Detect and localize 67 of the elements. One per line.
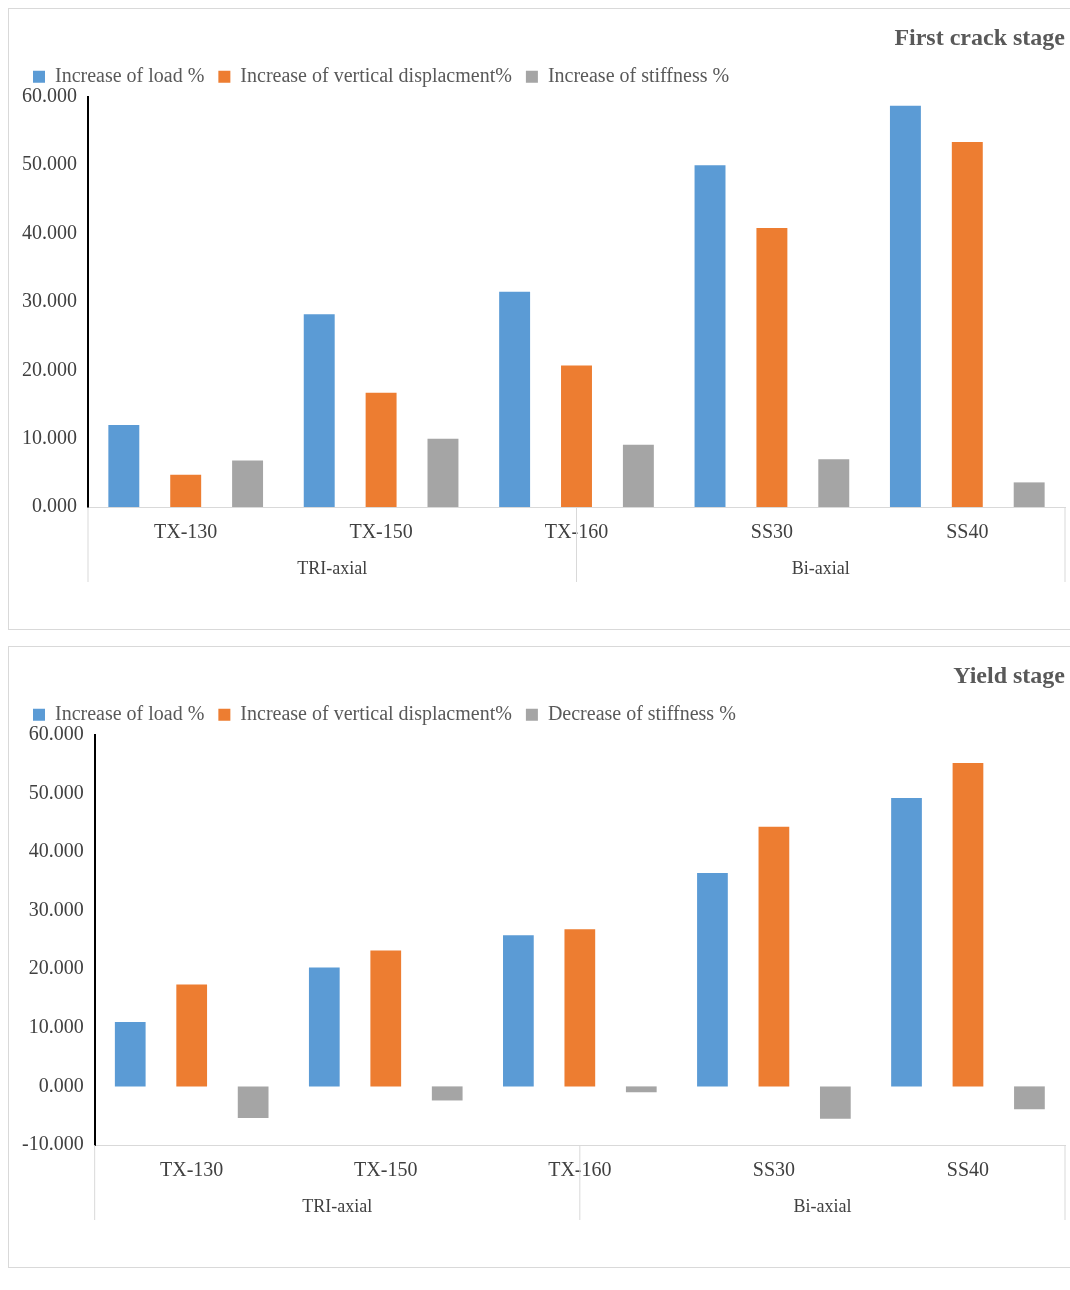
y-tick-label: 60.000 <box>28 722 84 745</box>
bar <box>365 392 397 507</box>
y-tick-label: 30.000 <box>22 289 77 312</box>
bar <box>818 459 850 507</box>
x-tick-label: TX-160 <box>544 520 609 543</box>
bar <box>308 967 340 1087</box>
y-tick-label: 20.000 <box>28 956 84 979</box>
x-tick-label: TX-130 <box>154 520 218 543</box>
bar <box>499 291 531 507</box>
bar <box>694 165 726 507</box>
bar <box>176 984 208 1087</box>
text: Bi-axial <box>791 557 850 578</box>
y-tick-label: 0.000 <box>38 1073 84 1096</box>
x-tick-label: TX-150 <box>349 520 413 543</box>
legend-label: Increase of stiffness % <box>547 64 730 87</box>
y-tick-label: 0.000 <box>32 494 77 517</box>
bar <box>431 1086 463 1101</box>
y-tick-label: 20.000 <box>22 357 77 380</box>
y-tick-label: 40.000 <box>22 220 77 243</box>
text: Bi-axial <box>793 1195 852 1216</box>
bar <box>625 1086 657 1093</box>
bar <box>756 228 788 507</box>
bar <box>952 762 984 1087</box>
y-tick-label: 40.000 <box>28 839 84 862</box>
bar <box>114 1021 146 1087</box>
y-tick-label: 30.000 <box>28 897 84 920</box>
chart-title: First crack stage <box>894 23 1066 50</box>
bar <box>889 105 921 507</box>
x-tick-label: TX-150 <box>354 1158 418 1181</box>
x-tick-label: TX-160 <box>548 1158 612 1181</box>
legend-label: Increase of load % <box>55 64 205 87</box>
chart-title: Yield stage <box>953 661 1066 688</box>
bar <box>503 935 534 1087</box>
x-tick-label: SS30 <box>750 520 794 543</box>
bar <box>561 365 592 507</box>
y-tick-label: -10.000 <box>21 1132 84 1155</box>
bar <box>564 929 596 1087</box>
bar <box>232 460 264 507</box>
x-tick-label: SS40 <box>946 520 989 543</box>
bar <box>1013 482 1045 507</box>
y-tick-label: 60.000 <box>22 84 77 107</box>
bar <box>622 444 654 507</box>
bar <box>1014 1086 1045 1110</box>
y-tick-label: 50.000 <box>28 780 84 803</box>
y-tick-label: 50.000 <box>22 152 77 175</box>
legend-label: Increase of vertical displacment% <box>240 702 512 726</box>
bar <box>170 474 202 507</box>
x-tick-label: TX-130 <box>160 1158 224 1181</box>
bar <box>891 798 922 1087</box>
legend-label: Decrease of stiffness % <box>547 702 736 725</box>
bar <box>237 1086 269 1119</box>
bar <box>427 438 459 507</box>
text: TRI-axial <box>302 1195 373 1216</box>
y-tick-label: 10.000 <box>28 1015 84 1038</box>
bar <box>951 141 983 507</box>
bar <box>758 826 790 1087</box>
bar <box>303 314 335 507</box>
bar <box>370 950 402 1087</box>
legend-label: Increase of vertical displacment% <box>240 64 512 88</box>
x-tick-label: SS30 <box>752 1158 796 1181</box>
bar <box>819 1086 851 1119</box>
bar <box>697 873 728 1087</box>
x-tick-label: SS40 <box>946 1158 990 1181</box>
bar <box>108 424 140 507</box>
text: TRI-axial <box>297 557 368 578</box>
y-tick-label: 10.000 <box>22 425 77 448</box>
legend-label: Increase of load % <box>55 702 205 725</box>
